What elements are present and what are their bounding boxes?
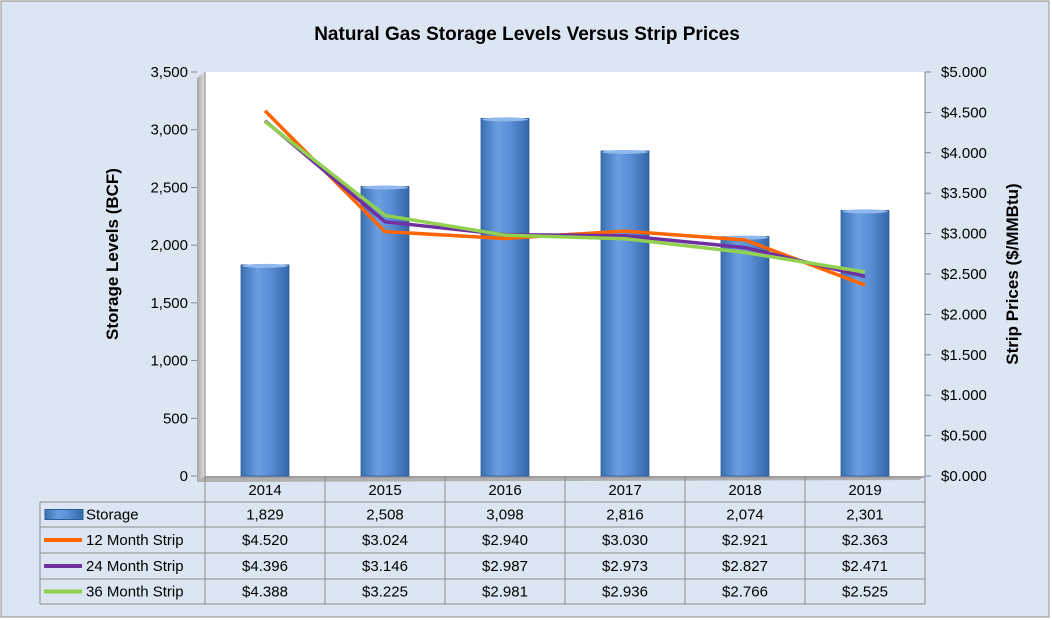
bar-top (362, 185, 408, 190)
y-axis-label: Storage Levels (BCF) (103, 168, 122, 340)
y2-tick-label: $4.000 (941, 145, 987, 162)
legend-label: 24 Month Strip (86, 558, 184, 575)
y-tick-label: 3,000 (150, 122, 188, 139)
data-label: $2.525 (842, 584, 888, 601)
data-label: 2,816 (606, 507, 644, 524)
data-label: 2,508 (366, 507, 404, 524)
y-tick-label: 500 (163, 410, 188, 427)
bar-top (482, 117, 528, 122)
x-tick-label: 2014 (248, 482, 281, 499)
data-label: $2.766 (722, 584, 768, 601)
data-label: $2.827 (722, 558, 768, 575)
y-tick-label: 1,500 (150, 295, 188, 312)
y-tick-label: 2,500 (150, 179, 188, 196)
data-label: $2.973 (602, 558, 648, 575)
chart-title: Natural Gas Storage Levels Versus Strip … (314, 24, 740, 45)
y2-tick-label: $3.000 (941, 226, 987, 243)
bar-storage-2017 (600, 150, 650, 477)
data-label: $4.520 (242, 532, 288, 549)
bar-storage-2019 (840, 209, 890, 477)
data-label: $3.146 (362, 558, 408, 575)
data-label: 2,301 (846, 507, 884, 524)
y-tick-label: 3,500 (150, 64, 188, 81)
bar-storage-2018 (720, 236, 770, 477)
y2-tick-label: $4.500 (941, 104, 987, 121)
y2-tick-label: $2.000 (941, 306, 987, 323)
legend-key-storage (44, 509, 84, 520)
y2-tick-label: $5.000 (941, 64, 987, 81)
y2-tick-label: $1.500 (941, 347, 987, 364)
data-label: $4.388 (242, 584, 288, 601)
data-label: $2.987 (482, 558, 528, 575)
x-tick-label: 2019 (848, 482, 881, 499)
back-wall (205, 72, 925, 476)
data-label: $3.030 (602, 532, 648, 549)
side-wall (197, 72, 205, 482)
data-label: $2.981 (482, 584, 528, 601)
data-label: $2.471 (842, 558, 888, 575)
bar-storage-2014 (240, 264, 290, 477)
y2-axis-label: Strip Prices ($/MMBtu) (1003, 183, 1022, 364)
data-label: 2,074 (726, 507, 764, 524)
bar-storage-2016 (480, 118, 530, 477)
data-label: $2.936 (602, 584, 648, 601)
line-36-month-strip (263, 120, 866, 274)
y2-tick-label: $3.500 (941, 185, 987, 202)
y2-tick-label: $2.500 (941, 266, 987, 283)
y-tick-label: 0 (180, 468, 188, 485)
data-label: $3.024 (362, 532, 408, 549)
data-label: $4.396 (242, 558, 288, 575)
data-label: $2.921 (722, 532, 768, 549)
x-tick-label: 2016 (488, 482, 521, 499)
x-tick-label: 2015 (368, 482, 401, 499)
y2-tick-label: $1.000 (941, 387, 987, 404)
data-label: $2.940 (482, 532, 528, 549)
bar-top (602, 149, 648, 154)
bar-top (242, 263, 288, 268)
bar-top (842, 209, 888, 214)
y-tick-label: 1,000 (150, 353, 188, 370)
legend-label: 12 Month Strip (86, 532, 184, 549)
x-tick-label: 2018 (728, 482, 761, 499)
y-tick-label: 2,000 (150, 237, 188, 254)
x-tick-label: 2017 (608, 482, 641, 499)
y2-tick-label: $0.000 (941, 468, 987, 485)
data-label: $3.225 (362, 584, 408, 601)
data-label: 1,829 (246, 507, 284, 524)
data-label: 3,098 (486, 507, 524, 524)
legend-label: Storage (86, 507, 139, 524)
legend-label: 36 Month Strip (86, 584, 184, 601)
data-label: $2.363 (842, 532, 888, 549)
y2-tick-label: $0.500 (941, 428, 987, 445)
